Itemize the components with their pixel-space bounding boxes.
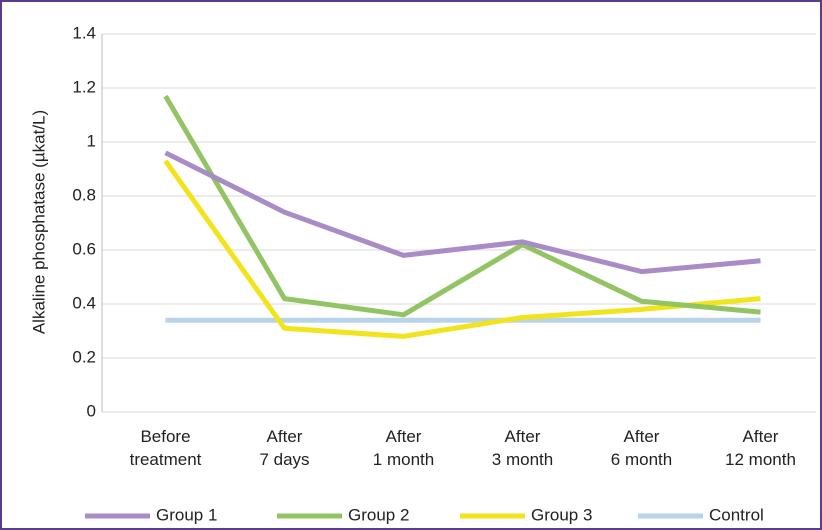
legend-label: Group 3 <box>531 505 592 524</box>
legend-label: Control <box>709 505 764 524</box>
y-tick-label: 0 <box>87 401 96 420</box>
x-tick-label: After 1 month <box>373 427 434 469</box>
x-tick-label: After 7 days <box>259 427 309 469</box>
x-tick-label: After 3 month <box>492 427 553 469</box>
series-line <box>163 94 761 318</box>
y-tick-label: 0.4 <box>72 293 96 312</box>
y-tick-label: 0.6 <box>72 239 96 258</box>
y-tick-label: 0.2 <box>72 347 96 366</box>
y-tick-label: 1 <box>87 131 96 150</box>
y-axis-label: Alkaline phosphatase (µkat/L) <box>29 110 48 334</box>
y-tick-label: 1.4 <box>72 23 96 42</box>
x-tick-label: After 6 month <box>611 427 672 469</box>
legend-label: Group 2 <box>348 505 409 524</box>
legend-label: Group 1 <box>156 505 217 524</box>
series-line <box>164 150 761 275</box>
series-line <box>163 159 761 339</box>
x-tick-label: Before treatment <box>130 427 202 469</box>
x-tick-label: After 12 month <box>725 427 796 469</box>
y-tick-label: 1.2 <box>72 77 96 96</box>
y-tick-label: 0.8 <box>72 185 96 204</box>
